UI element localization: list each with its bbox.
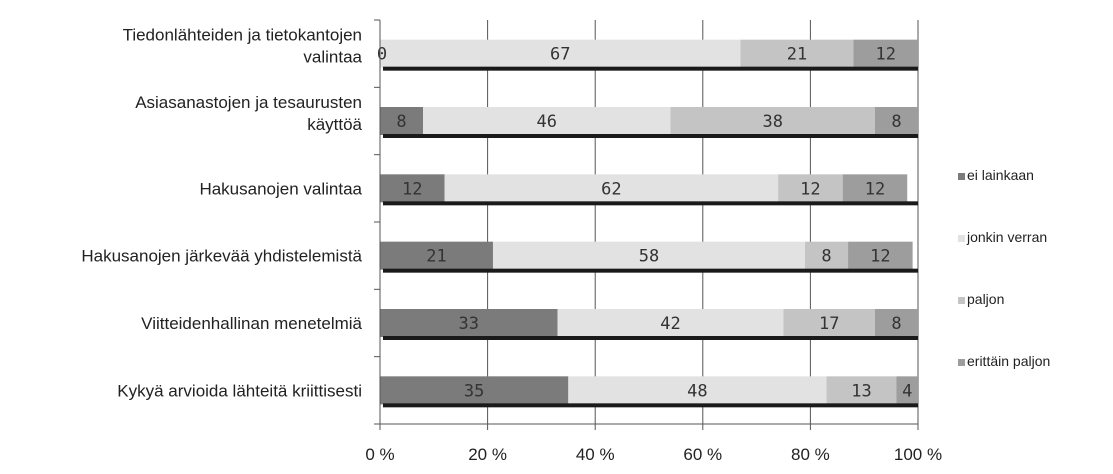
category-label: käyttöä: [307, 115, 362, 134]
bar-segment: [740, 39, 854, 68]
legend-swatch: [958, 235, 965, 242]
data-label: 46: [537, 112, 557, 132]
legend-label: ei lainkaan: [967, 167, 1034, 183]
bar-segment: [568, 376, 827, 405]
bar-segment: [896, 376, 918, 405]
bar-segment: [874, 309, 918, 337]
data-label: 62: [601, 179, 621, 199]
data-label: 58: [639, 247, 659, 267]
bar-underline: [383, 66, 918, 71]
x-tick-label: 60 %: [683, 445, 722, 464]
data-label: 13: [851, 381, 871, 401]
data-labels: 0 67 21 12 8 46 38 8 12 62 12 12 21 58 8 12 33 42 17 8 35 48 1…: [377, 45, 912, 402]
data-label: 35: [464, 381, 484, 401]
category-label: Hakusanojen valintaa: [199, 179, 362, 198]
legend-label: jonkin verran: [966, 229, 1047, 245]
data-label: 33: [459, 314, 479, 334]
category-label: Tiedonlähteiden ja tietokantojen: [123, 26, 362, 45]
bar-segment: [670, 107, 875, 135]
data-label: 38: [762, 112, 782, 132]
data-label: 8: [891, 314, 901, 334]
data-label: 12: [402, 179, 422, 199]
data-label: 8: [396, 112, 406, 132]
category-label: Hakusanojen järkevää yhdistelemistä: [81, 247, 362, 266]
legend: ei lainkaan jonkin verran paljon erittäin p…: [958, 167, 1050, 369]
bar-segment: [380, 39, 741, 68]
bar-series: [380, 39, 918, 408]
bar-segment: [557, 309, 784, 337]
category-label: Kykyä arvioida lähteitä kriittisesti: [117, 381, 362, 400]
legend-label: erittäin paljon: [967, 353, 1050, 369]
x-tick-label: 40 %: [576, 445, 615, 464]
data-label: 12: [865, 179, 885, 199]
x-tick-label: 100 %: [894, 445, 942, 464]
data-label: 0: [377, 45, 387, 65]
bar-underline: [383, 201, 918, 206]
bar-segment: [423, 107, 671, 135]
bar-segment: [380, 174, 445, 203]
bar-segment: [492, 241, 806, 270]
bar-segment: [380, 309, 558, 337]
legend-swatch: [958, 297, 965, 304]
x-tick-label: 80 %: [791, 445, 830, 464]
data-label: 21: [787, 45, 807, 65]
bar-segment: [842, 174, 908, 203]
bar-segment: [805, 241, 849, 270]
bar-segment: [444, 174, 779, 203]
data-label: 48: [687, 381, 707, 401]
bar-underline: [383, 134, 918, 138]
category-label: Asiasanastojen ja tesaurusten: [135, 93, 362, 112]
gridlines: [487, 20, 919, 424]
x-tick-labels: 0 % 20 % 40 % 60 % 80 % 100 %: [365, 445, 942, 464]
category-label: valintaa: [303, 48, 362, 67]
bar-segment: [874, 107, 918, 135]
bar-segment: [783, 309, 875, 337]
x-tick-label: 0 %: [365, 445, 394, 464]
bar-segment: [778, 174, 843, 203]
axes: [374, 19, 919, 430]
bar-segment: [826, 376, 897, 405]
bar-segment: [380, 376, 569, 405]
data-label: 17: [819, 314, 839, 334]
data-label: 8: [891, 112, 901, 132]
category-label: Viitteidenhallinan menetelmiä: [141, 314, 362, 333]
data-label: 12: [800, 179, 820, 199]
bar-underline: [383, 403, 918, 408]
legend-swatch: [958, 359, 965, 366]
bar-segment: [380, 241, 493, 270]
category-labels: Tiedonlähteiden ja tietokantojen valintaa…: [81, 26, 362, 401]
data-label: 21: [426, 247, 446, 267]
legend-swatch: [958, 173, 965, 180]
x-tick-label: 20 %: [468, 445, 507, 464]
bar-segment: [853, 39, 918, 68]
data-label: 12: [875, 45, 895, 65]
data-label: 12: [870, 247, 890, 267]
legend-label: paljon: [967, 291, 1004, 307]
bar-underline: [383, 336, 918, 340]
bar-segment: [848, 241, 913, 270]
data-label: 67: [550, 45, 570, 65]
data-label: 8: [821, 247, 831, 267]
data-label: 4: [902, 381, 912, 401]
data-label: 42: [660, 314, 680, 334]
bar-segment: [380, 107, 424, 135]
bar-underline: [383, 268, 918, 273]
